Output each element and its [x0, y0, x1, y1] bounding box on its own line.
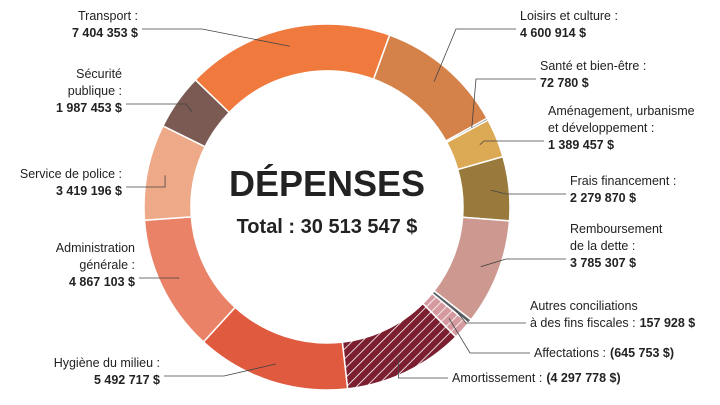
slice-label: Administration générale :: [56, 241, 135, 272]
leader-line: [433, 28, 516, 82]
leader-line: [126, 175, 166, 188]
chart-subtitle: Total : 30 513 547 $: [237, 216, 418, 238]
leader-line: [471, 78, 536, 128]
leaders: [126, 28, 566, 379]
slice-label: Autres conciliations à des fins fiscales …: [530, 299, 638, 330]
chart-title: DÉPENSES: [229, 163, 425, 204]
slice-label: Santé et bien-être :: [540, 59, 646, 73]
slice: [143, 216, 237, 344]
leader-line: [164, 363, 277, 377]
value-label: 5 492 717 $: [94, 373, 160, 387]
slice-label: Frais financement :: [570, 174, 676, 188]
slice-label: Service de police :: [20, 167, 122, 181]
leader-line: [126, 103, 193, 113]
value-label: 7 404 353 $: [72, 26, 138, 40]
slices: [143, 23, 511, 391]
value-label: (4 297 778 $): [546, 371, 620, 385]
value-label: 3 419 196 $: [56, 184, 122, 198]
value-label: 157 928 $: [640, 316, 696, 330]
value-label: 72 780 $: [540, 76, 589, 90]
leader-line: [397, 355, 448, 379]
value-label: 2 279 870 $: [570, 191, 636, 205]
leader-line: [480, 258, 566, 268]
slice-label: Loisirs et culture :: [520, 9, 618, 23]
slice-label: Amortissement :: [452, 371, 542, 385]
slice: [372, 34, 489, 143]
value-label: 3 785 307 $: [570, 256, 636, 270]
slice-label: Remboursement de la dette :: [570, 222, 663, 253]
slice-label: Transport :: [78, 9, 138, 23]
slice-label: Hygiène du milieu :: [54, 356, 160, 370]
leader-line: [455, 310, 526, 324]
value-label: 1 987 453 $: [56, 101, 122, 115]
value-label: 4 867 103 $: [69, 275, 135, 289]
slice: [202, 306, 349, 391]
leader-line: [491, 189, 566, 195]
value-label: 4 600 914 $: [520, 26, 586, 40]
slice-label: Sécurité publique :: [68, 67, 122, 98]
value-label: (645 753 $): [610, 346, 674, 360]
leader-line: [142, 28, 290, 47]
slice-label: Aménagement, urbanisme et développement :: [548, 104, 695, 135]
leader-line: [139, 277, 179, 279]
slice-label: Affectations :: [534, 346, 606, 360]
value-label: 1 389 457 $: [548, 138, 614, 152]
leader-line: [479, 140, 544, 146]
slice: [194, 23, 391, 114]
leader-line: [448, 317, 530, 354]
